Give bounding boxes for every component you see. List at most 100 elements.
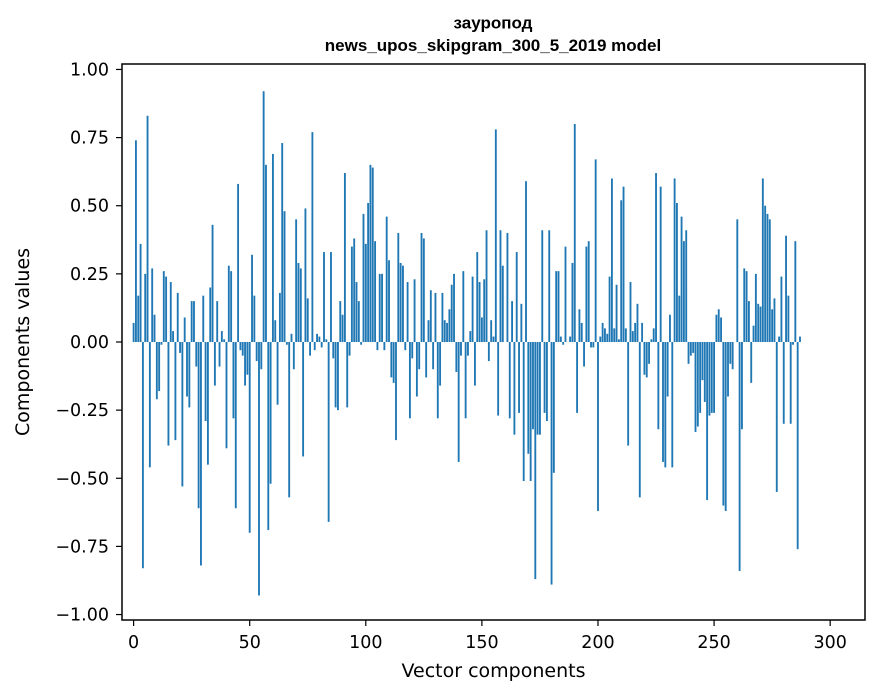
bar xyxy=(685,230,688,342)
bar xyxy=(281,143,284,342)
bar xyxy=(671,342,674,468)
bar xyxy=(717,309,720,342)
bar xyxy=(536,342,539,435)
bar xyxy=(494,129,497,342)
y-tick-label: 1.00 xyxy=(70,60,109,80)
bar xyxy=(580,322,583,342)
bar xyxy=(699,342,702,413)
bar xyxy=(200,342,202,566)
bar xyxy=(606,333,609,342)
bar xyxy=(754,273,757,342)
bar xyxy=(135,140,137,342)
bar xyxy=(796,342,799,550)
bar xyxy=(518,342,520,413)
bar xyxy=(441,292,444,342)
bar xyxy=(369,164,372,342)
bar xyxy=(696,342,699,427)
y-tick-label: 0.25 xyxy=(70,265,109,285)
bar xyxy=(339,301,342,342)
bar xyxy=(450,284,453,342)
bar xyxy=(527,342,530,454)
y-axis-ticks: −1.00 −0.75 −0.50 −0.25 0.00 0.25 0.50 0.75 1.00 xyxy=(55,60,122,626)
bar xyxy=(406,282,409,342)
bar xyxy=(662,342,664,462)
bar xyxy=(241,342,244,356)
bar xyxy=(729,342,732,364)
bar xyxy=(220,331,223,342)
bar xyxy=(223,339,226,342)
bar xyxy=(706,342,709,501)
bar xyxy=(669,314,671,342)
bar xyxy=(594,159,597,342)
y-tick-label: −0.75 xyxy=(55,537,109,557)
bar xyxy=(204,342,207,422)
bar xyxy=(724,342,727,511)
bar xyxy=(297,262,300,342)
bar xyxy=(274,320,277,342)
bar xyxy=(471,276,474,342)
bar xyxy=(413,279,416,342)
bar xyxy=(262,91,265,342)
bar xyxy=(474,342,476,386)
bar xyxy=(476,252,479,342)
plot-area-frame xyxy=(121,63,866,621)
bar xyxy=(371,167,374,342)
bar xyxy=(172,331,175,342)
bar xyxy=(485,230,488,342)
bar xyxy=(587,241,590,342)
bar xyxy=(330,252,332,342)
y-axis-label: Components values xyxy=(12,248,34,436)
bar xyxy=(738,342,741,571)
bar xyxy=(703,342,706,402)
bar xyxy=(552,342,555,473)
bar xyxy=(267,342,270,531)
bar xyxy=(464,342,467,419)
bar xyxy=(244,342,246,386)
bar xyxy=(638,342,641,498)
bar xyxy=(559,336,562,342)
bar xyxy=(392,342,395,383)
bar xyxy=(278,292,281,342)
bar xyxy=(525,181,527,342)
bar xyxy=(501,265,504,342)
bar xyxy=(710,342,713,413)
bar xyxy=(462,271,465,342)
bar xyxy=(429,290,432,342)
bar xyxy=(288,342,291,498)
bar xyxy=(225,342,228,449)
bar xyxy=(590,342,592,348)
bar xyxy=(253,295,256,342)
x-tick-label: 200 xyxy=(581,633,614,653)
x-axis-ticks: 0 50 100 150 200 250 300 xyxy=(128,620,847,653)
bar xyxy=(350,246,353,342)
bar xyxy=(564,246,567,342)
bar xyxy=(545,342,548,422)
bar xyxy=(771,309,774,342)
bar xyxy=(251,254,253,342)
bar xyxy=(543,342,546,413)
bar xyxy=(682,241,685,342)
bar xyxy=(652,328,655,342)
bar-series xyxy=(132,91,801,596)
bar xyxy=(664,342,667,468)
bar xyxy=(713,342,716,413)
bar xyxy=(260,342,263,370)
bar xyxy=(318,336,321,342)
bar xyxy=(162,271,165,342)
bar xyxy=(787,295,790,342)
bar xyxy=(692,342,695,353)
bar xyxy=(323,252,325,342)
chart-title: зауропод xyxy=(454,14,533,33)
bar xyxy=(258,342,260,596)
bar xyxy=(745,271,748,342)
bar xyxy=(248,342,251,533)
bar xyxy=(443,320,446,342)
bar xyxy=(299,268,302,342)
bar xyxy=(395,342,397,441)
x-tick-label: 100 xyxy=(349,633,382,653)
bar xyxy=(285,342,288,345)
bar xyxy=(255,342,258,362)
bar xyxy=(768,219,771,342)
bar xyxy=(265,164,267,342)
bar xyxy=(541,230,544,342)
